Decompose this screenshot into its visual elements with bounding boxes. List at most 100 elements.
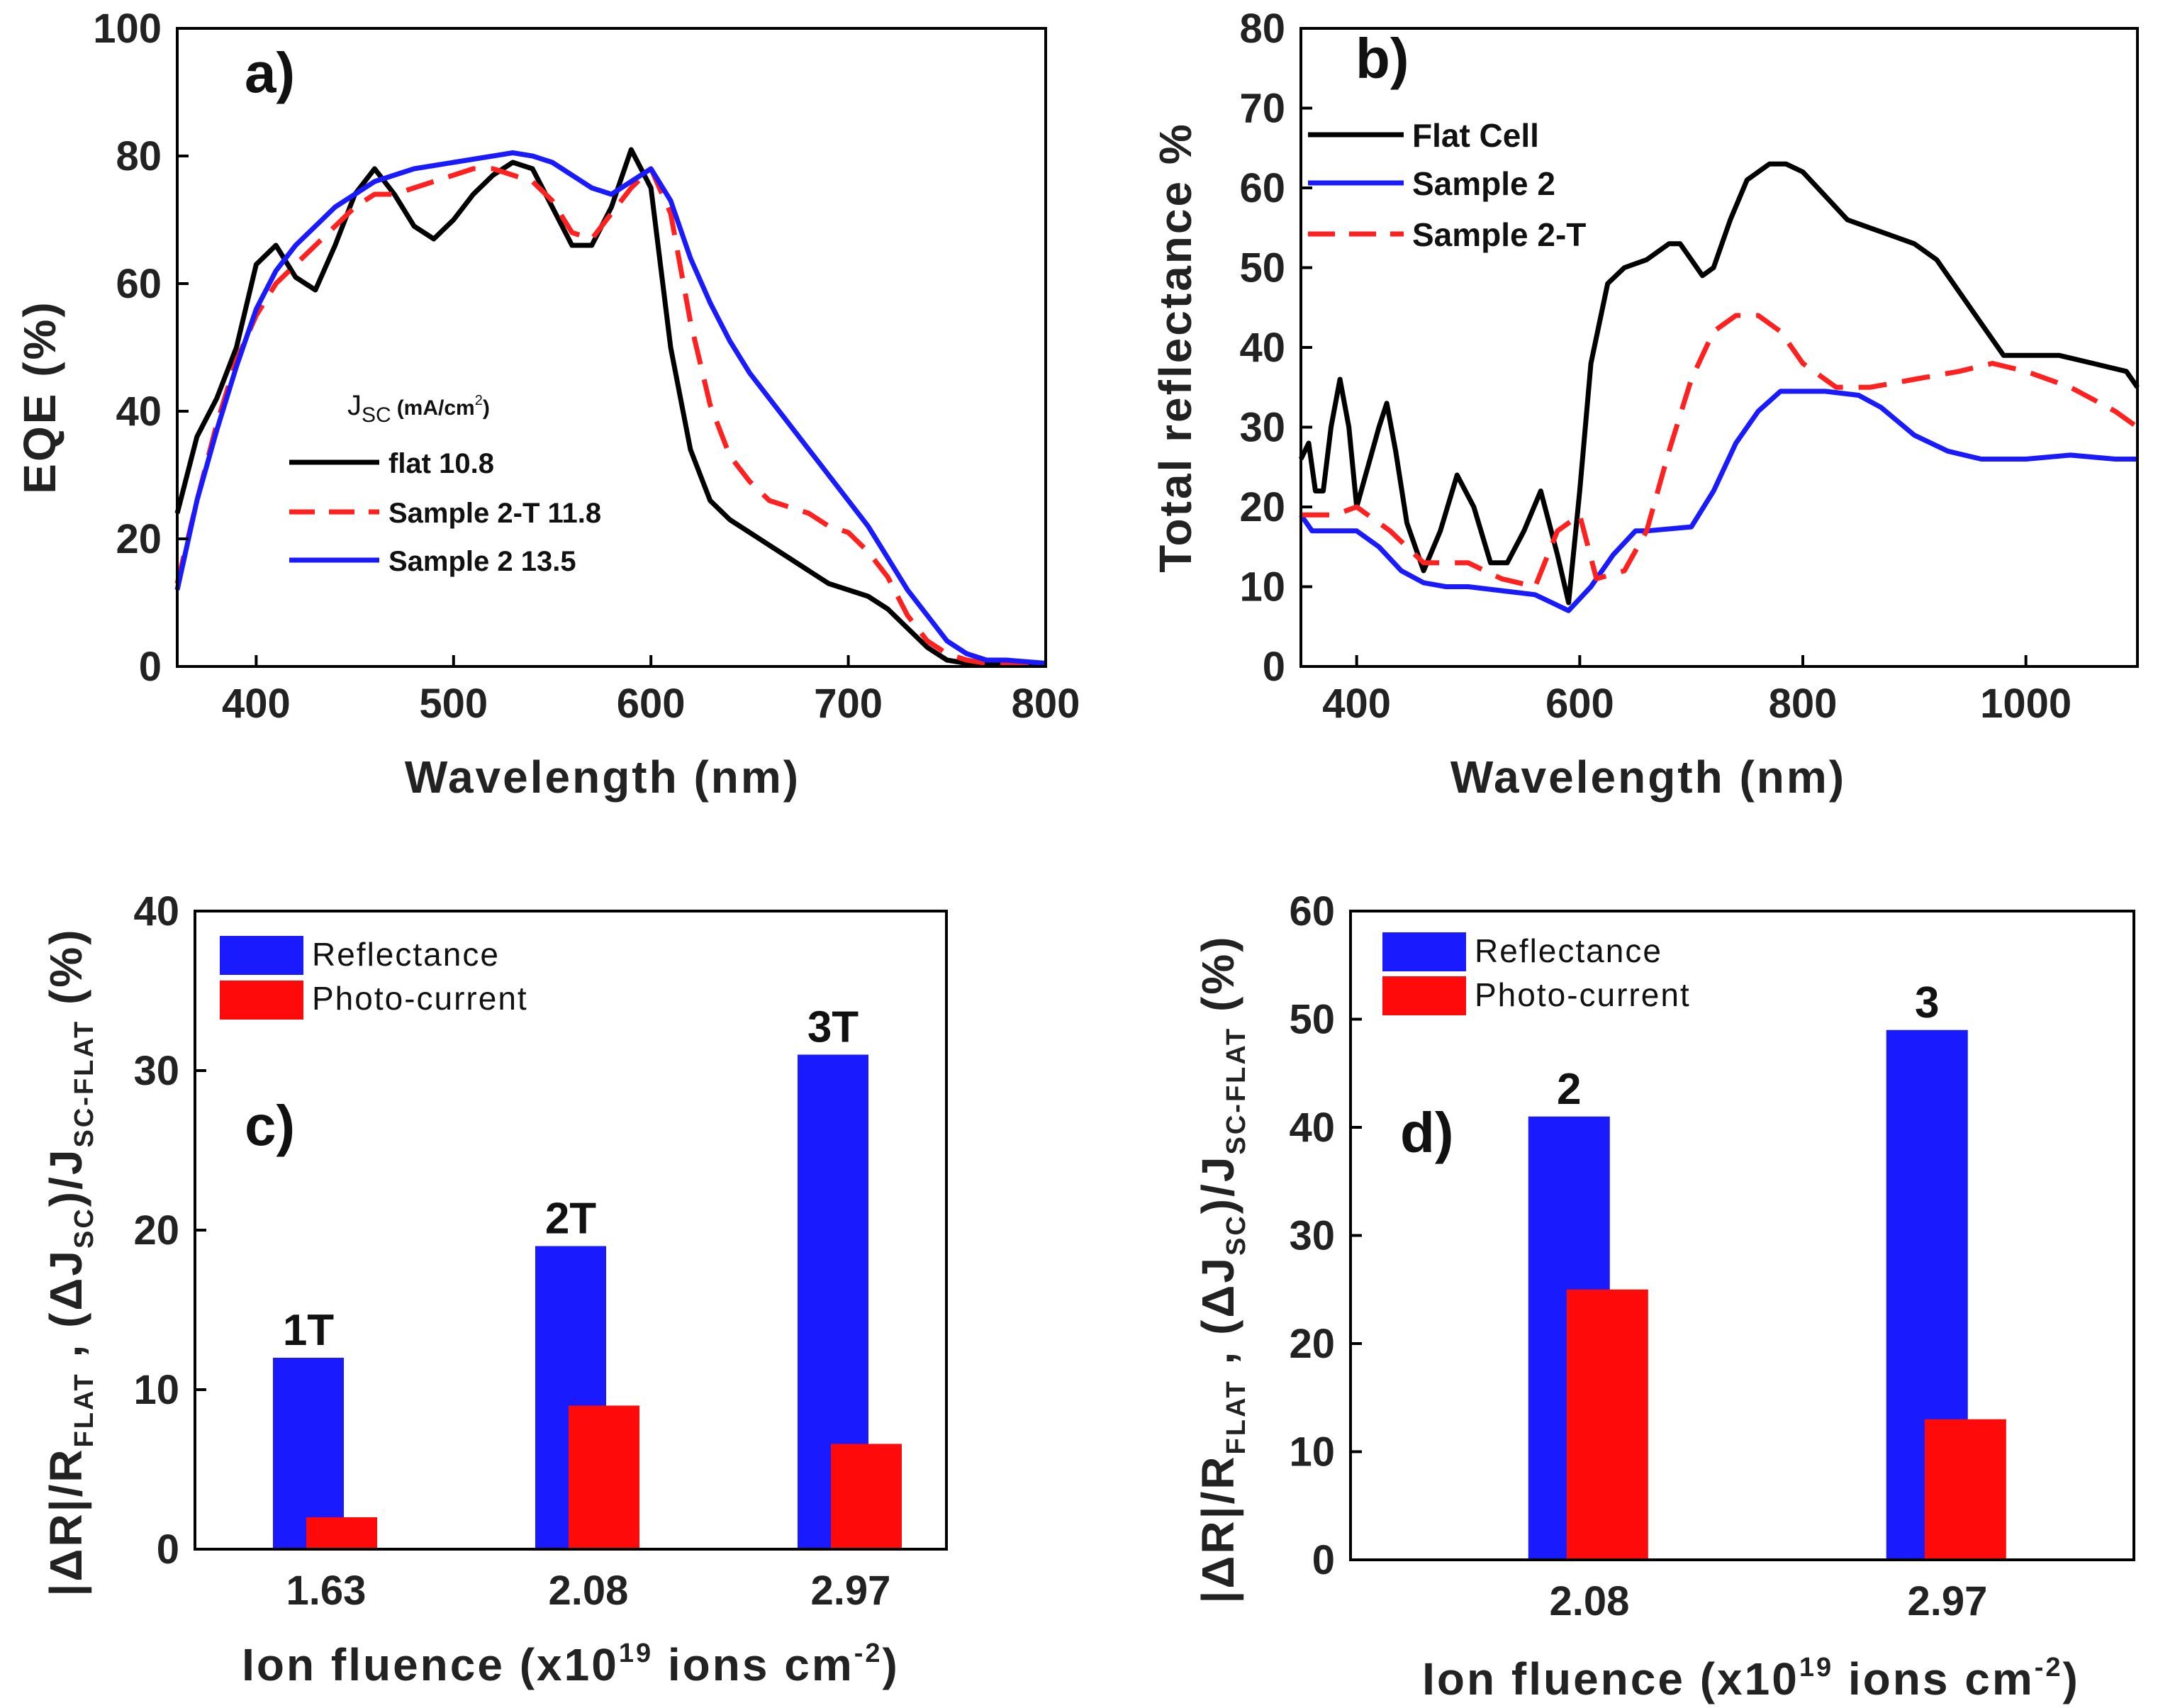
chart-d-ytick-label: 10 [1289,1429,1335,1475]
chart-a-legend-label-sample2t: Sample 2-T 11.8 [388,498,601,529]
chart-b-ytick-label: 20 [1239,484,1285,530]
chart-c-bar-label: 2T [545,1195,596,1244]
chart-a-frame [176,27,1047,668]
chart-b-legend-label-sample2t: Sample 2-T [1412,216,1586,253]
chart-d-xlabel: Ion fluence (x1019 ions cm-2) [1422,1653,2080,1704]
chart-a-series-2 [174,150,1046,666]
chart-d-legend: Reflectance Photo-current [1382,932,1691,1015]
chart-a-ylabel: EQE (%) [14,300,65,493]
chart-d-ytick-label: 30 [1289,1213,1335,1259]
chart-c-panel-label: c) [245,1094,295,1157]
chart-a-xtick-label: 700 [814,681,883,727]
chart-a-series-group [174,147,1046,666]
chart-c-ytick-label: 40 [133,888,179,934]
chart-c-ytick-label: 0 [157,1526,179,1573]
chart-d-bar-label: 2 [1557,1065,1581,1114]
chart-c-xtick-label: 2.97 [811,1568,891,1614]
chart-b-ytick-label: 30 [1239,405,1285,451]
chart-b-series-group [1298,161,2140,613]
chart-c-bar-photo-current-2 [831,1444,902,1549]
chart-d-ylabel: |ΔR|/RFLAT , (ΔJSC)/JSC-FLAT (%) [1192,934,1251,1603]
chart-a-xlabel: Wavelength (nm) [405,752,800,803]
chart-b-legend: Flat Cell Sample 2 Sample 2-T [1308,117,1586,253]
chart-d-legend-label-photocurrent: Photo-current [1475,976,1691,1013]
chart-b-ytick-label: 70 [1239,86,1285,132]
chart-c-legend-label-photocurrent: Photo-current [312,980,528,1017]
chart-b: 400 600 800 1000 0 10 20 30 40 50 60 70 80 b) Flat C… [1150,6,2140,803]
chart-a-ytick-label: 60 [116,261,162,307]
chart-c-xtick-label: 1.63 [286,1568,367,1614]
chart-d-ytick-label: 60 [1289,888,1335,934]
chart-a-series-0 [174,147,1046,666]
chart-d-frame [1349,910,2135,1561]
chart-a-series-1 [174,166,1046,666]
chart-c-axes: 1.63 2.08 2.97 0 10 20 30 40 [133,888,948,1614]
chart-d-ytick-label: 20 [1289,1321,1335,1367]
chart-c-legend-label-reflectance: Reflectance [312,936,500,973]
chart-a-ytick-label: 40 [116,389,162,435]
chart-c-bar-label: 1T [283,1306,334,1355]
chart-b-xtick-label: 1000 [1980,681,2072,727]
chart-a-xtick-label: 600 [617,681,686,727]
chart-b-xtick-label: 800 [1769,681,1838,727]
chart-d-ytick-label: 0 [1312,1537,1335,1583]
chart-c-bars-group: 1T 2T 3T [273,1003,902,1549]
chart-a-ytick-label: 0 [139,644,162,690]
chart-b-ytick-label: 50 [1239,245,1285,291]
chart-c-ytick-label: 10 [133,1367,179,1413]
chart-b-ytick-label: 40 [1239,325,1285,371]
chart-b-ytick-label: 60 [1239,165,1285,211]
chart-b-panel-label: b) [1355,27,1409,90]
chart-d-legend-label-reflectance: Reflectance [1475,932,1662,969]
chart-a-xtick-label: 500 [419,681,488,727]
chart-d-ytick-label: 40 [1289,1105,1335,1151]
chart-b-legend-label-flat: Flat Cell [1412,117,1539,154]
chart-d-xtick-label: 2.08 [1550,1578,1630,1624]
chart-c-bar-photo-current-0 [306,1517,377,1549]
chart-c-legend-swatch-photocurrent [220,981,303,1020]
chart-a-ytick-label: 20 [116,516,162,562]
chart-b-axes: 400 600 800 1000 0 10 20 30 40 50 60 70 80 [1239,6,2139,727]
chart-d-axes: 2.08 2.97 0 10 20 30 40 50 60 [1289,888,2135,1624]
chart-a: 400 500 600 700 800 0 20 40 60 80 100 a) JSC (mA/cm… [14,6,1080,803]
chart-d-bars-group: 23 [1528,978,2006,1560]
chart-c-bar-photo-current-1 [569,1405,639,1549]
chart-c-ytick-label: 30 [133,1048,179,1094]
chart-b-ytick-label: 0 [1263,644,1285,690]
chart-a-legend-label-flat: flat 10.8 [388,448,494,479]
chart-c-ylabel: |ΔR|/RFLAT , (ΔJSC)/JSC-FLAT (%) [40,927,99,1596]
chart-a-xtick-label: 800 [1012,681,1080,727]
chart-a-legend: JSC (mA/cm2) flat 10.8 Sample 2-T 11.8 Sa… [289,390,601,577]
chart-c-bar-label: 3T [807,1003,859,1052]
chart-c-xtick-label: 2.08 [549,1568,629,1614]
chart-c-ytick-label: 20 [133,1207,179,1254]
chart-d-ytick-label: 50 [1289,997,1335,1043]
chart-b-ytick-label: 80 [1239,6,1285,52]
chart-b-legend-label-sample2: Sample 2 [1412,165,1555,202]
chart-d-bar-label: 3 [1915,978,1939,1027]
chart-d-bar-photo-current-1 [1924,1419,2006,1560]
chart-b-series-2 [1301,313,2140,589]
chart-a-panel-label: a) [245,41,295,104]
chart-a-xtick-label: 400 [222,681,291,727]
chart-b-xtick-label: 600 [1545,681,1614,727]
chart-c: 1T 2T 3T 1.63 2.08 2.97 0 10 20 30 40 c) Reflecta… [40,888,948,1690]
chart-b-xlabel: Wavelength (nm) [1450,752,1846,803]
chart-a-legend-title: JSC (mA/cm2) [347,390,490,427]
chart-a-ytick-label: 100 [93,6,162,52]
chart-a-legend-label-sample2: Sample 2 13.5 [388,546,576,577]
chart-d-bar-photo-current-0 [1566,1289,1648,1560]
chart-a-axes: 400 500 600 700 800 0 20 40 60 80 100 [93,6,1080,727]
chart-b-series-0 [1298,161,2140,605]
chart-b-series-1 [1299,389,2137,613]
chart-b-xtick-label: 400 [1322,681,1391,727]
chart-d-legend-swatch-reflectance [1382,932,1466,971]
chart-d-legend-swatch-photocurrent [1382,976,1466,1015]
chart-c-legend-swatch-reflectance [220,936,303,975]
chart-c-xlabel: Ion fluence (x1019 ions cm-2) [242,1639,900,1690]
chart-d-panel-label: d) [1400,1101,1454,1164]
chart-d-xtick-label: 2.97 [1908,1578,1988,1624]
chart-b-ylabel: Total reflectance % [1150,122,1201,573]
